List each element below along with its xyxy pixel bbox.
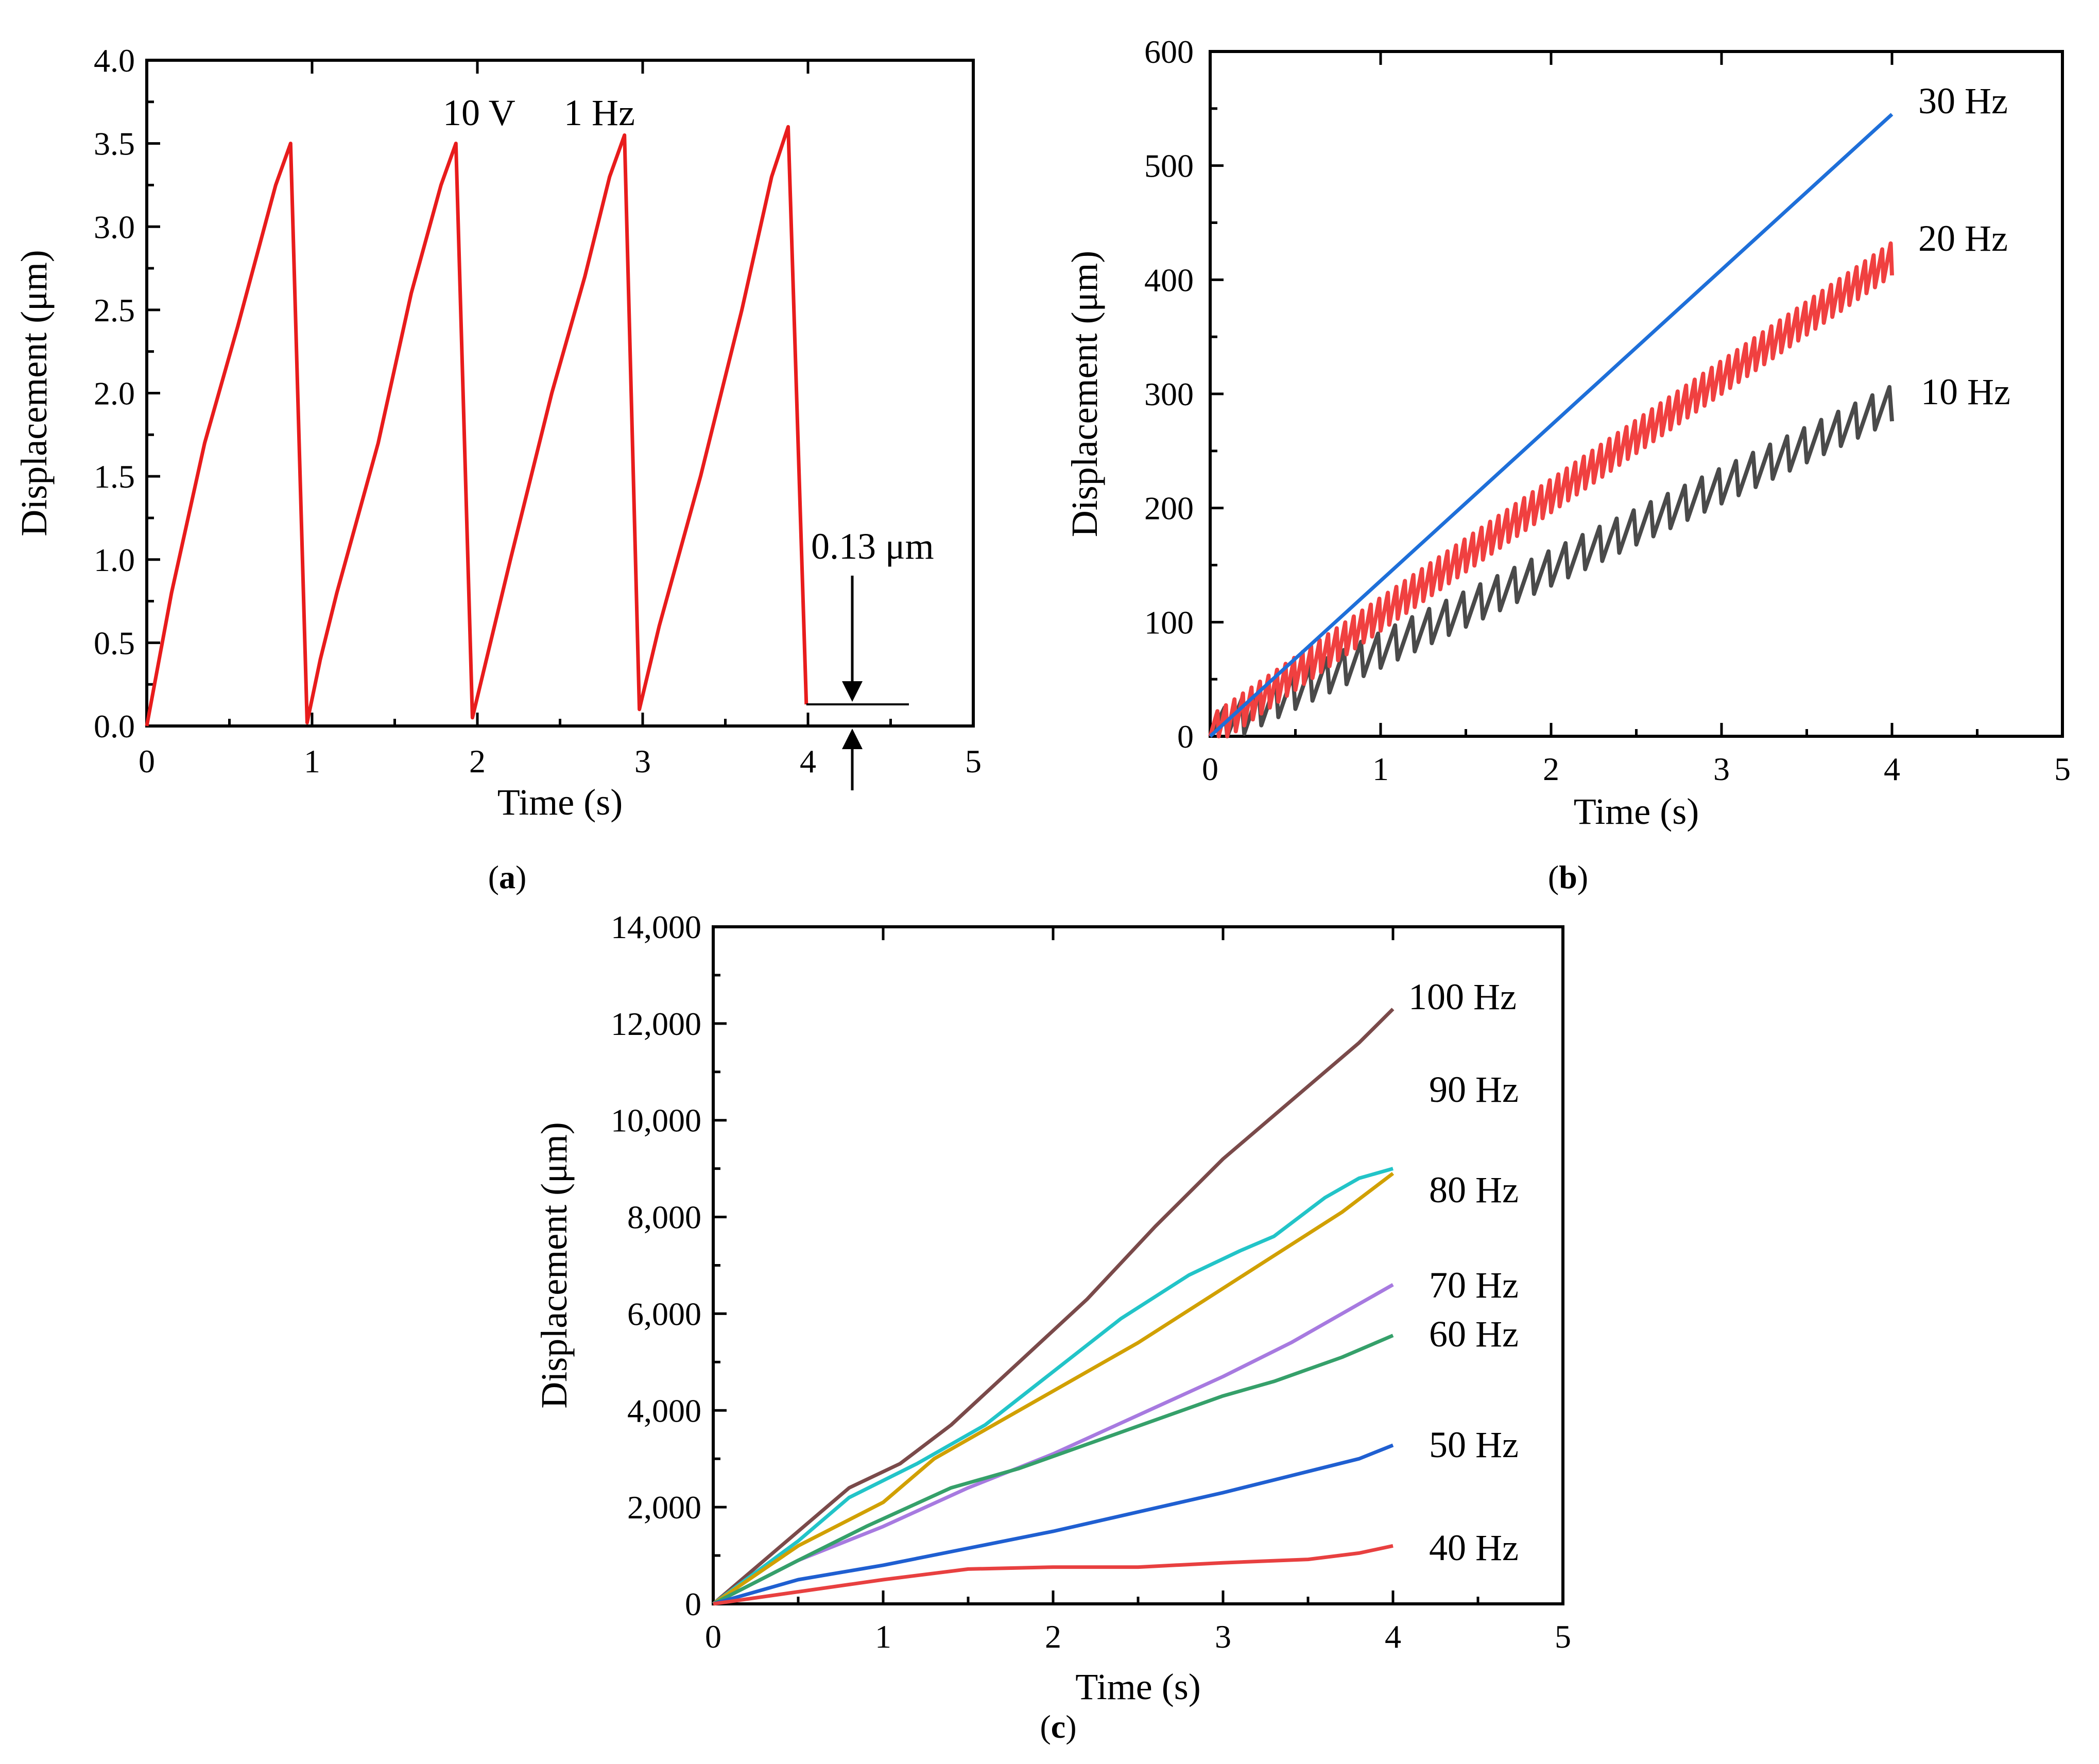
series-label-90hz: 90 Hz [1429, 1069, 1519, 1110]
x-tick-label: 4 [800, 743, 816, 780]
y-tick-label: 0 [685, 1586, 701, 1622]
annotation-step: 0.13 μm [811, 526, 934, 567]
y-tick-label: 12,000 [611, 1006, 701, 1042]
y-tick-label: 14,000 [611, 909, 701, 945]
x-tick-label: 1 [1372, 751, 1389, 787]
series-label-20hz: 20 Hz [1918, 218, 2008, 259]
x-tick-label: 4 [1385, 1618, 1401, 1655]
y-axis-title: Displacement (μm) [13, 250, 55, 536]
x-tick-label: 3 [1713, 751, 1730, 787]
caption-close: ) [1577, 859, 1588, 895]
series-label-60hz: 60 Hz [1429, 1313, 1519, 1355]
series-line-20hz [1208, 241, 1894, 738]
y-tick-label: 3.5 [94, 126, 135, 162]
y-tick-label: 400 [1144, 262, 1194, 298]
x-axis-title: Time (s) [1075, 1666, 1200, 1707]
y-tick-label: 500 [1144, 148, 1194, 184]
x-tick-label: 3 [634, 743, 651, 780]
series-line-100hz [712, 1008, 1395, 1605]
panel-a: 0 1 2 3 4 5 0.0 0.5 1.0 1.5 2.0 2.5 3.0 3.5 4.0 Time (s… [13, 42, 982, 895]
series-label-50hz: 50 Hz [1429, 1424, 1519, 1465]
y-tick-label: 100 [1144, 604, 1194, 641]
y-tick-label: 2.5 [94, 292, 135, 328]
y-tick-label: 0.0 [94, 708, 135, 745]
panel-caption: (b) [1548, 859, 1588, 895]
x-tick-label: 2 [469, 743, 486, 780]
caption-close: ) [1065, 1708, 1076, 1745]
series-line-70hz [712, 1283, 1394, 1606]
x-tick-label: 2 [1543, 751, 1559, 787]
y-tick-label: 3.0 [94, 209, 135, 245]
y-tick-label: 200 [1144, 490, 1194, 527]
y-tick-label: 0 [1177, 718, 1194, 755]
series-line-60hz [712, 1334, 1394, 1606]
y-tick-label: 0.5 [94, 625, 135, 661]
caption-open: ( [1548, 859, 1559, 895]
panel-caption: (c) [1040, 1708, 1076, 1745]
annotation-voltage: 10 V [443, 92, 515, 133]
y-tick-label: 8,000 [627, 1199, 701, 1236]
x-tick-label: 5 [965, 743, 982, 780]
series-label-100hz: 100 Hz [1408, 976, 1517, 1017]
x-tick-label: 2 [1045, 1618, 1061, 1655]
x-tick-label: 5 [2054, 751, 2071, 787]
caption-open: ( [1040, 1708, 1051, 1745]
series-label-80hz: 80 Hz [1429, 1169, 1519, 1210]
series-label-40hz: 40 Hz [1429, 1527, 1519, 1568]
caption-close: ) [515, 859, 526, 895]
y-tick-label: 2.0 [94, 375, 135, 412]
arrow-up-head [842, 729, 863, 749]
panel-c: 0 1 2 3 4 5 0 2,000 4,000 6,000 8,000 10,000 12,000 1… [534, 909, 1571, 1745]
series-line-10hz [1208, 385, 1894, 738]
x-tick-label: 0 [139, 743, 155, 780]
panel-caption: (a) [488, 859, 527, 895]
x-tick-label: 0 [705, 1618, 721, 1655]
y-axis-title: Displacement (μm) [534, 1122, 575, 1408]
x-tick-label: 1 [304, 743, 320, 780]
plot-frame [145, 59, 975, 728]
y-tick-label: 1.0 [94, 542, 135, 578]
arrow-down-head [842, 681, 863, 702]
caption-letter: b [1559, 859, 1577, 895]
series-line-10v-1hz [145, 125, 808, 727]
y-axis-title: Displacement (μm) [1064, 251, 1105, 537]
series-label-10hz: 10 Hz [1921, 371, 2010, 412]
series-line-50hz [713, 1443, 1394, 1606]
series-line-40hz [713, 1544, 1393, 1606]
x-tick-label: 3 [1215, 1618, 1231, 1655]
annotation-frequency: 1 Hz [564, 92, 635, 133]
x-axis-title: Time (s) [497, 782, 623, 823]
series-line-30hz [1209, 113, 1894, 738]
y-tick-label: 300 [1144, 376, 1194, 412]
y-tick-label: 4.0 [94, 42, 135, 79]
x-tick-label: 1 [875, 1618, 891, 1655]
x-tick-label: 0 [1202, 751, 1218, 787]
y-tick-label: 4,000 [627, 1392, 701, 1429]
caption-letter: c [1051, 1708, 1065, 1745]
y-tick-label: 10,000 [611, 1102, 701, 1139]
y-tick-label: 2,000 [627, 1489, 701, 1526]
series-label-70hz: 70 Hz [1429, 1265, 1519, 1306]
x-tick-label: 5 [1555, 1618, 1571, 1655]
x-axis-title: Time (s) [1574, 791, 1699, 832]
caption-open: ( [488, 859, 499, 895]
y-tick-label: 6,000 [627, 1295, 701, 1332]
y-tick-label: 600 [1144, 33, 1194, 70]
y-tick-label: 1.5 [94, 458, 135, 495]
caption-letter: a [499, 859, 515, 895]
panel-b: 0 1 2 3 4 5 0 100 200 300 400 500 600 Time (s) Displac… [1064, 33, 2071, 895]
series-label-30hz: 30 Hz [1918, 80, 2008, 122]
x-tick-label: 4 [1884, 751, 1900, 787]
series-line-90hz [712, 1167, 1393, 1605]
series-line-80hz [712, 1172, 1395, 1605]
